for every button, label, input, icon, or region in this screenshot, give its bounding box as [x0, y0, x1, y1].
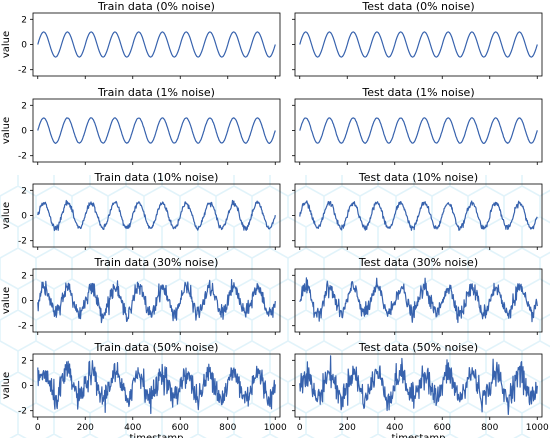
y-tick-label: -2: [18, 66, 27, 76]
subplot-panel: Train data (0% noise) -2 0 2 value: [1, 0, 281, 79]
y-tick-label: 0: [21, 297, 27, 307]
y-axis-label: value: [1, 372, 12, 399]
subplot-title: Test data (50% noise): [358, 341, 478, 354]
y-axis-label: value: [1, 31, 12, 58]
subplot-panel: Train data (50% noise) -2 0 2 0 200 400 600 800 1…: [1, 341, 287, 438]
data-series-line: [299, 31, 538, 58]
y-tick-label: 2: [21, 101, 27, 111]
y-axis-label: value: [1, 202, 12, 229]
subplot-panel: Test data (1% noise): [292, 86, 543, 165]
data-series-line: [37, 199, 276, 232]
y-tick-label: -2: [18, 237, 27, 247]
x-tick-label: 600: [434, 423, 451, 433]
data-series-line: [37, 279, 276, 324]
x-tick-label: 200: [77, 423, 94, 433]
subplot-panel: Train data (30% noise) -2 0 2 value: [1, 256, 281, 335]
y-tick-label: 0: [21, 127, 27, 137]
subplot-title: Train data (1% noise): [97, 86, 215, 99]
subplot-title: Test data (1% noise): [361, 86, 474, 99]
subplot-title: Test data (30% noise): [358, 256, 478, 269]
subplot-title: Train data (50% noise): [94, 341, 219, 354]
y-tick-label: 2: [21, 15, 27, 25]
y-axis-label: value: [1, 287, 12, 314]
x-tick-label: 400: [124, 423, 141, 433]
x-tick-label: 400: [386, 423, 403, 433]
subplot-title: Train data (0% noise): [97, 0, 215, 13]
subplot-panel: Train data (1% noise) -2 0 2 value: [1, 86, 281, 165]
y-tick-label: 0: [21, 382, 27, 392]
data-series-line: [299, 355, 538, 416]
y-tick-label: 2: [21, 271, 27, 281]
y-tick-label: 2: [21, 356, 27, 366]
x-tick-label: 800: [481, 423, 498, 433]
y-tick-label: -2: [18, 322, 27, 332]
x-tick-label: 600: [172, 423, 189, 433]
data-series-line: [37, 360, 276, 415]
subplot-panel: Test data (30% noise): [292, 256, 543, 335]
data-series-line: [37, 31, 276, 58]
data-series-line: [299, 277, 538, 324]
subplot-title: Train data (30% noise): [94, 256, 219, 269]
subplot-panel: Train data (10% noise) -2 0 2 value: [1, 171, 281, 250]
x-tick-label: 1000: [526, 423, 549, 433]
subplot-panel: Test data (0% noise): [292, 0, 543, 79]
x-axis-label: timestamp: [130, 433, 184, 438]
y-axis-label: value: [1, 117, 12, 144]
y-tick-label: -2: [18, 407, 27, 417]
subplot-title: Train data (10% noise): [94, 171, 219, 184]
data-series-line: [37, 117, 276, 144]
y-tick-label: 0: [21, 212, 27, 222]
subplot-title: Test data (0% noise): [361, 0, 474, 13]
y-tick-label: 0: [21, 41, 27, 51]
x-tick-label: 1000: [264, 423, 287, 433]
subplot-title: Test data (10% noise): [358, 171, 478, 184]
x-axis-label: timestamp: [392, 433, 446, 438]
y-tick-label: 2: [21, 186, 27, 196]
y-tick-label: -2: [18, 152, 27, 162]
x-tick-label: 200: [339, 423, 356, 433]
subplot-panel: Test data (10% noise): [292, 171, 543, 250]
x-tick-label: 0: [35, 423, 41, 433]
subplot-panel: Test data (50% noise) 0 200 400 600 800 1000 ti…: [292, 341, 549, 438]
data-series-line: [299, 200, 538, 231]
data-series-line: [299, 117, 538, 144]
x-tick-label: 800: [219, 423, 236, 433]
x-tick-label: 0: [297, 423, 303, 433]
